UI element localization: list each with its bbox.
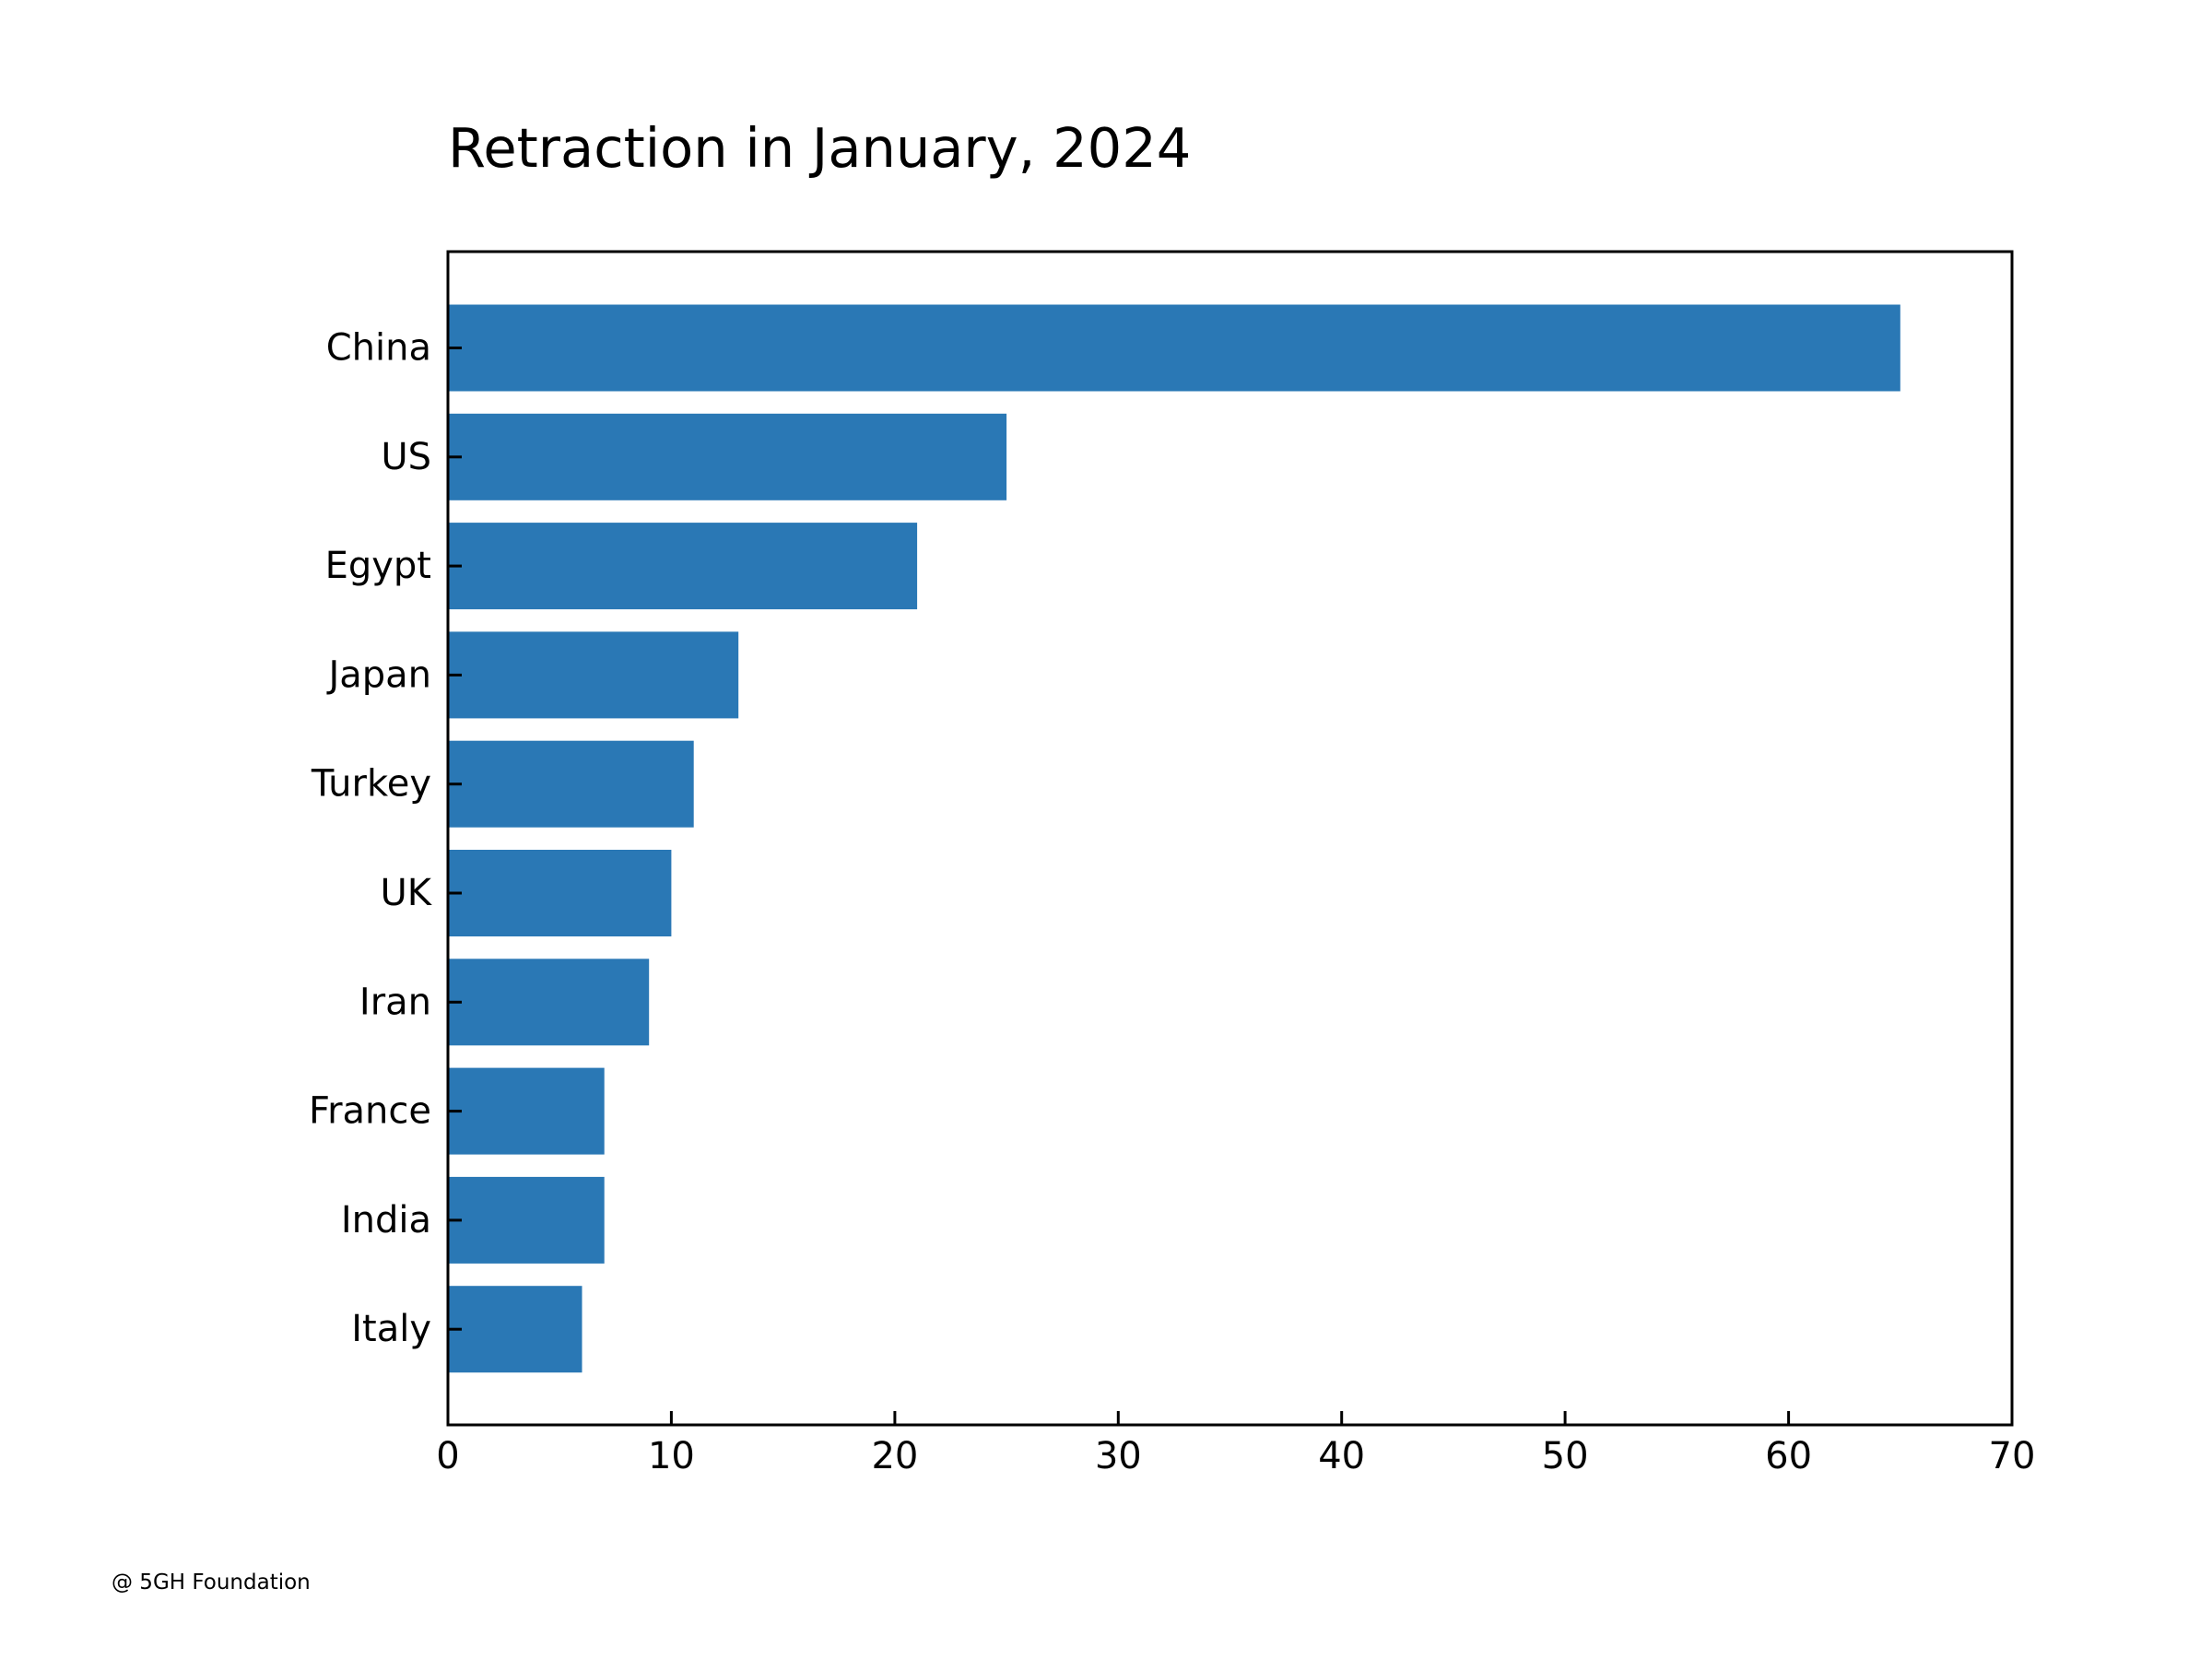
x-axis-ticks: 0 10 20 30 40 50 60 70	[436, 1411, 2035, 1477]
y-tick-label: China	[326, 327, 431, 370]
x-tick-label: 50	[1542, 1435, 1589, 1477]
bar-italy	[448, 1286, 582, 1373]
chart-title: Retraction in January, 2024	[448, 116, 1191, 180]
bar-uk	[448, 850, 672, 936]
y-tick-label: Iran	[359, 981, 431, 1023]
y-tick-label: Italy	[351, 1308, 431, 1350]
bar-india	[448, 1176, 605, 1264]
y-axis-ticks: China US Egypt Japan Turkey UK Iran France India…	[309, 327, 462, 1350]
bar-iran	[448, 959, 650, 1046]
y-tick-label: Turkey	[311, 763, 431, 806]
x-tick-label: 60	[1765, 1435, 1812, 1477]
credit-text: @ 5GH Foundation	[112, 1571, 311, 1594]
x-tick-label: 0	[436, 1435, 459, 1477]
x-tick-label: 30	[1095, 1435, 1142, 1477]
bar-egypt	[448, 523, 918, 610]
x-tick-label: 20	[871, 1435, 918, 1477]
bar-china	[448, 304, 1900, 392]
y-tick-label: Egypt	[325, 545, 431, 587]
y-tick-label: US	[381, 436, 431, 478]
bar-turkey	[448, 740, 694, 828]
x-tick-label: 10	[648, 1435, 695, 1477]
bar-france	[448, 1067, 605, 1155]
y-tick-label: India	[341, 1199, 431, 1241]
bar-us	[448, 413, 1007, 500]
bar-japan	[448, 631, 739, 719]
plot-frame	[446, 250, 2014, 1427]
x-tick-label: 70	[1989, 1435, 2036, 1477]
x-tick-label: 40	[1318, 1435, 1365, 1477]
y-tick-label: France	[309, 1090, 431, 1133]
bars-group	[448, 304, 1900, 1373]
y-tick-label: Japan	[325, 653, 431, 696]
y-tick-label: UK	[380, 872, 432, 914]
